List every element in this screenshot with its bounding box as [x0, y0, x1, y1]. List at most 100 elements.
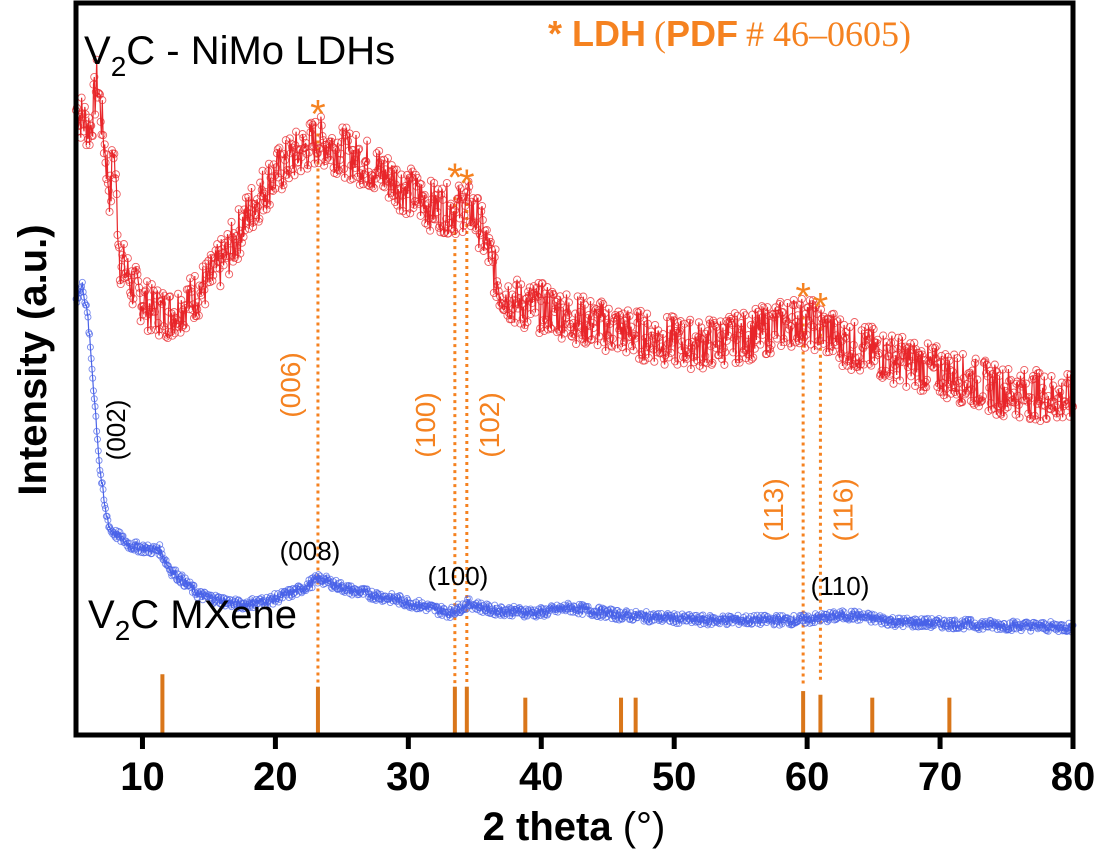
data-point: [1018, 380, 1027, 389]
data-point: [546, 323, 555, 332]
data-point: [894, 333, 903, 342]
peak-star: *: [813, 286, 829, 330]
data-point: [756, 340, 765, 349]
data-point: [581, 339, 590, 348]
data-point: [1057, 378, 1066, 387]
data-point: [958, 350, 967, 359]
data-point: [465, 182, 474, 191]
data-point: [333, 138, 342, 147]
data-point: [948, 367, 957, 376]
plot-frame: [73, 0, 1076, 738]
data-point: [399, 183, 408, 192]
data-point: [201, 300, 210, 309]
data-point: [704, 339, 713, 348]
data-point: [945, 356, 954, 365]
data-point: [888, 621, 896, 629]
data-point: [100, 496, 108, 504]
data-point: [236, 249, 245, 258]
data-point: [903, 362, 912, 372]
data-point: [134, 283, 144, 292]
data-point: [1016, 371, 1025, 380]
data-point: [921, 377, 930, 386]
data-point: [990, 360, 999, 369]
data-point: [98, 479, 106, 487]
data-point: [397, 170, 406, 179]
data-point: [186, 284, 195, 293]
data-point: [763, 303, 772, 312]
series-ldh: [71, 55, 1078, 426]
data-point: [362, 588, 369, 596]
data-point: [183, 300, 192, 309]
data-point: [550, 307, 559, 316]
data-point: [564, 599, 572, 607]
data-point: [146, 326, 156, 335]
data-point: [130, 267, 140, 276]
data-point: [86, 330, 94, 338]
data-point: [805, 296, 814, 305]
data-point: [379, 155, 388, 164]
x-tick-label: 40: [519, 755, 564, 799]
data-point: [662, 313, 672, 322]
data-point: [387, 161, 396, 170]
data-point: [207, 253, 216, 262]
data-point: [902, 382, 911, 391]
data-point: [572, 339, 581, 349]
data-point: [389, 191, 398, 200]
data-point: [836, 349, 845, 358]
data-point: [377, 590, 385, 598]
data-point: [283, 165, 292, 174]
data-point: [678, 352, 688, 361]
data-point: [293, 158, 302, 167]
data-point: [454, 600, 462, 608]
data-point: [268, 186, 278, 195]
data-point: [104, 186, 113, 195]
data-point: [790, 301, 799, 310]
data-point: [952, 390, 961, 399]
data-point: [105, 207, 114, 216]
legend-ldh-reference: * LDH (PDF # 46–0605): [548, 13, 911, 54]
data-point: [675, 326, 684, 335]
data-point: [882, 338, 891, 347]
data-point: [188, 305, 197, 314]
data-point: [88, 365, 96, 373]
data-point: [710, 321, 719, 330]
data-point: [966, 368, 975, 377]
data-point: [630, 330, 639, 339]
data-point: [438, 195, 447, 204]
data-point: [997, 410, 1006, 419]
data-point: [489, 288, 498, 297]
data-point: [272, 163, 281, 172]
data-point: [103, 512, 111, 520]
data-point: [95, 457, 103, 464]
data-point: [847, 607, 855, 615]
data-point: [796, 300, 805, 309]
data-point: [601, 346, 610, 355]
data-point: [670, 316, 679, 325]
data-point: [904, 343, 913, 352]
data-point: [915, 378, 924, 387]
data-point: [721, 348, 730, 357]
data-point: [190, 271, 199, 281]
data-point: [403, 189, 412, 198]
data-point: [625, 311, 634, 321]
x-tick-label: 60: [785, 755, 830, 799]
data-point: [912, 368, 921, 377]
data-point: [123, 254, 132, 263]
data-point: [90, 387, 97, 395]
data-point: [644, 353, 653, 362]
data-point: [998, 365, 1007, 374]
data-point: [306, 128, 315, 137]
data-point: [552, 297, 561, 307]
data-point: [350, 159, 359, 168]
x-tick-label: 50: [652, 755, 697, 799]
data-point: [201, 259, 211, 268]
data-point: [376, 175, 385, 184]
data-point: [1052, 409, 1061, 418]
data-point: [449, 608, 456, 616]
data-point: [850, 318, 859, 327]
data-point: [446, 199, 455, 208]
data-point: [729, 348, 738, 357]
data-point: [462, 197, 471, 206]
data-point: [605, 319, 614, 329]
data-point: [840, 333, 849, 342]
